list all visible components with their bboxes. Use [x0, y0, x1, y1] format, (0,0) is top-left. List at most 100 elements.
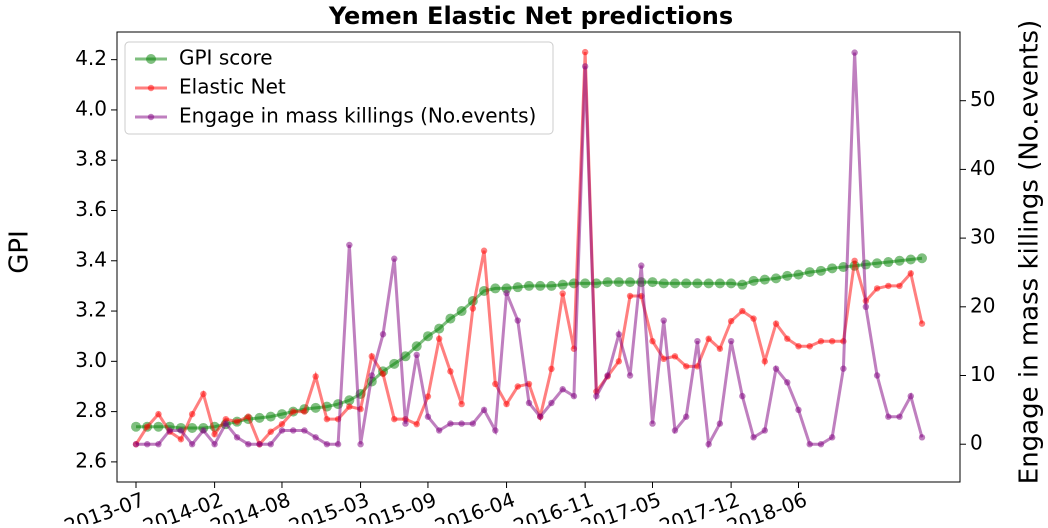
- series-point: [435, 427, 443, 434]
- series-point: [626, 372, 634, 379]
- series-point: [368, 353, 375, 360]
- series-point: [761, 427, 768, 434]
- series-point: [683, 413, 690, 420]
- series-point: [548, 365, 555, 373]
- series-point: [132, 441, 140, 448]
- series-point: [492, 380, 499, 388]
- series-point: [391, 255, 398, 262]
- series-point: [290, 427, 297, 434]
- series-point: [187, 422, 198, 433]
- series-point: [580, 278, 591, 289]
- series-point: [548, 399, 555, 407]
- series-point: [413, 351, 420, 359]
- series-point: [570, 392, 578, 400]
- series-point: [144, 441, 151, 448]
- series-point: [346, 403, 353, 410]
- series-point: [896, 282, 903, 290]
- series-point: [334, 441, 342, 448]
- series-point: [705, 441, 712, 448]
- series-point: [772, 365, 780, 372]
- series-point: [647, 277, 658, 288]
- series-point: [784, 379, 791, 386]
- y-axis-label: GPI: [5, 230, 35, 274]
- series-point: [490, 283, 501, 294]
- series-point: [716, 420, 724, 427]
- series-point: [804, 267, 815, 278]
- series-point: [602, 277, 613, 288]
- series-point: [907, 270, 914, 277]
- series-point: [278, 427, 286, 434]
- series-point: [873, 285, 881, 292]
- series-point: [748, 275, 759, 286]
- series-point: [312, 434, 319, 441]
- series-point: [200, 427, 207, 434]
- series-point: [514, 317, 521, 324]
- series-point: [391, 415, 398, 423]
- series-point: [400, 351, 411, 362]
- series-point: [894, 255, 905, 266]
- y2-tick-label: 50: [970, 87, 995, 111]
- series-point: [557, 279, 568, 290]
- series-point: [658, 278, 669, 289]
- y-tick-label: 4.2: [75, 46, 107, 70]
- series-point: [458, 400, 465, 408]
- y2-tick-label: 30: [970, 225, 995, 249]
- series-point: [885, 413, 892, 420]
- series-point: [402, 420, 409, 427]
- series-point: [793, 269, 804, 280]
- series-point: [918, 434, 926, 441]
- series-point: [885, 282, 892, 290]
- legend-marker: [147, 113, 155, 121]
- series-point: [310, 402, 321, 413]
- series-point: [424, 393, 432, 400]
- series-point: [346, 241, 353, 249]
- series-point: [828, 434, 836, 441]
- series-point: [795, 343, 802, 350]
- series-point: [537, 413, 544, 420]
- series-point: [716, 345, 724, 352]
- series-point: [413, 420, 420, 428]
- series-point: [411, 341, 422, 352]
- series-point: [144, 423, 151, 430]
- series-point: [660, 317, 667, 324]
- series-point: [714, 278, 725, 289]
- series-point: [851, 257, 858, 264]
- series-point: [615, 331, 623, 338]
- series-point: [200, 390, 207, 398]
- series-point: [669, 278, 680, 289]
- series-point: [435, 335, 443, 342]
- series-point: [344, 395, 355, 406]
- series-point: [424, 413, 432, 420]
- series-point: [188, 441, 196, 448]
- y2-tick-label: 20: [970, 293, 995, 317]
- y-tick-label: 3.8: [75, 147, 107, 171]
- series-point: [447, 420, 454, 427]
- series-point: [581, 63, 589, 70]
- legend-marker: [147, 84, 155, 92]
- series-point: [503, 289, 510, 297]
- series-point: [389, 358, 400, 369]
- series-point: [276, 409, 287, 420]
- series-point: [254, 412, 265, 423]
- y2-axis-label: Engage in mass killings (No.events): [1015, 20, 1045, 484]
- series-point: [660, 355, 667, 363]
- series-point: [759, 274, 770, 285]
- series-point: [222, 415, 230, 423]
- series-point: [368, 372, 375, 379]
- series-point: [379, 331, 387, 338]
- series-point: [872, 258, 883, 269]
- series-point: [458, 420, 465, 427]
- series-point: [726, 278, 737, 289]
- series-point: [267, 441, 274, 448]
- series-point: [613, 277, 624, 288]
- series-point: [615, 358, 623, 365]
- series-point: [727, 317, 735, 325]
- x-tick-label: 2013-07: [61, 487, 148, 524]
- series-point: [177, 427, 185, 434]
- series-point: [681, 278, 692, 289]
- series-point: [817, 338, 825, 345]
- series-point: [559, 386, 566, 393]
- series-point: [559, 290, 566, 297]
- chart-title: Yemen Elastic Net predictions: [328, 2, 733, 30]
